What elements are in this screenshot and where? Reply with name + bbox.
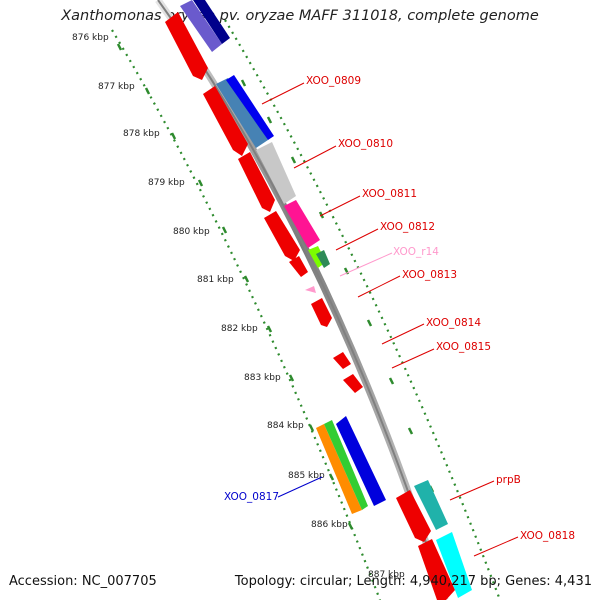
leader-lines bbox=[261, 82, 519, 557]
gene-arrow bbox=[226, 75, 274, 140]
gene-arrow bbox=[165, 12, 208, 80]
tick-label: 885 kbp bbox=[288, 471, 325, 481]
gene-arrow bbox=[180, 0, 222, 52]
gene-arrow bbox=[333, 352, 351, 369]
gene-arrow bbox=[203, 86, 248, 156]
gene-arrow bbox=[216, 78, 268, 148]
gene-label-xoo-0818: XOO_0818 bbox=[520, 530, 575, 542]
tick-label: 882 kbp bbox=[221, 324, 258, 334]
tick-label: 877 kbp bbox=[98, 82, 135, 92]
gene-arrow bbox=[316, 424, 362, 514]
tick-label: 886 kbp bbox=[311, 520, 348, 530]
gene-label-xoo-0809: XOO_0809 bbox=[306, 75, 361, 87]
tick-label: 878 kbp bbox=[123, 129, 160, 139]
tick-label: 884 kbp bbox=[267, 421, 304, 431]
gene-arrow bbox=[193, 0, 230, 44]
gene-arrow bbox=[396, 490, 431, 542]
tick-label: 879 kbp bbox=[148, 178, 185, 188]
gene-arrow bbox=[289, 256, 308, 277]
tick-label: 876 kbp bbox=[72, 33, 109, 43]
gene-arrow bbox=[336, 416, 386, 506]
gene-label-xoo-0812: XOO_0812 bbox=[380, 221, 435, 233]
gene-arrow bbox=[414, 480, 448, 530]
gene-arrow bbox=[324, 420, 368, 510]
forward-strand-genes[interactable] bbox=[180, 0, 472, 598]
gene-label-xoo-0817: XOO_0817 bbox=[224, 491, 279, 503]
tick-label: 883 kbp bbox=[244, 373, 281, 383]
gene-label-xoo-0810: XOO_0810 bbox=[338, 138, 393, 150]
gene-label-xoo-0811: XOO_0811 bbox=[362, 188, 417, 200]
gene-label-xoo-r14: XOO_r14 bbox=[393, 246, 439, 258]
accession-text: Accession: NC_007705 bbox=[9, 574, 157, 589]
gene-arrow bbox=[284, 200, 320, 248]
gene-arrow bbox=[343, 374, 363, 393]
gene-arrow bbox=[238, 152, 275, 212]
gene-arrow bbox=[311, 298, 332, 327]
reverse-strand-genes[interactable] bbox=[165, 12, 455, 600]
gene-label-prpb: prpB bbox=[496, 474, 521, 486]
tick-labels: 876 kbp 877 kbp 878 kbp 879 kbp 880 kbp … bbox=[72, 33, 405, 580]
genome-stats-text: Topology: circular; Length: 4,940,217 bp… bbox=[234, 574, 592, 589]
inner-ruler bbox=[111, 29, 382, 600]
rna-feature bbox=[305, 286, 316, 293]
tick-label: 881 kbp bbox=[197, 275, 234, 285]
gene-labels[interactable]: XOO_0809 XOO_0810 XOO_0811 XOO_0812 XOO_… bbox=[224, 75, 575, 542]
gene-arrow bbox=[256, 142, 296, 204]
gene-label-xoo-0814: XOO_0814 bbox=[426, 317, 481, 329]
outer-ruler bbox=[224, 19, 502, 600]
gene-label-xoo-0815: XOO_0815 bbox=[436, 341, 491, 353]
gene-arrow bbox=[436, 532, 472, 598]
gene-arrow bbox=[418, 539, 455, 600]
gene-arrow bbox=[316, 250, 330, 268]
gene-arrow bbox=[264, 211, 300, 261]
tick-label: 887 kbp bbox=[368, 570, 405, 580]
gene-label-xoo-0813: XOO_0813 bbox=[402, 269, 457, 281]
tick-label: 880 kbp bbox=[173, 227, 210, 237]
